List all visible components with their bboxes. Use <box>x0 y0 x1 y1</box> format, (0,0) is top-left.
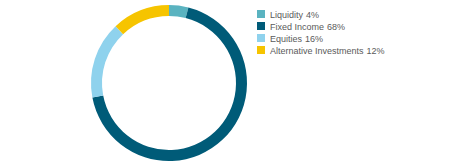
slice <box>169 5 188 18</box>
legend-label: Fixed Income68% <box>270 22 345 32</box>
legend-swatch <box>257 22 265 30</box>
legend-swatch <box>257 10 265 18</box>
legend-category: Equities <box>270 34 303 44</box>
legend-value: 4% <box>306 10 319 20</box>
legend-label: Equities16% <box>270 34 323 44</box>
legend-label: Liquidity4% <box>270 10 319 20</box>
slice <box>91 26 123 97</box>
legend-value: 68% <box>327 22 345 32</box>
legend-category: Liquidity <box>270 10 304 20</box>
legend: Liquidity4% Fixed Income68% Equities16% Alt… <box>257 10 385 56</box>
legend-swatch <box>257 34 265 42</box>
chart: Liquidity4% Fixed Income68% Equities16% Alt… <box>0 0 450 166</box>
legend-category: Fixed Income <box>270 22 324 32</box>
legend-swatch <box>257 46 265 54</box>
legend-label: Alternative Investments12% <box>270 46 385 56</box>
legend-category: Alternative Investments <box>270 46 364 56</box>
legend-value: 12% <box>367 46 385 56</box>
slices <box>91 5 247 161</box>
slice <box>116 5 169 34</box>
legend-value: 16% <box>305 34 323 44</box>
